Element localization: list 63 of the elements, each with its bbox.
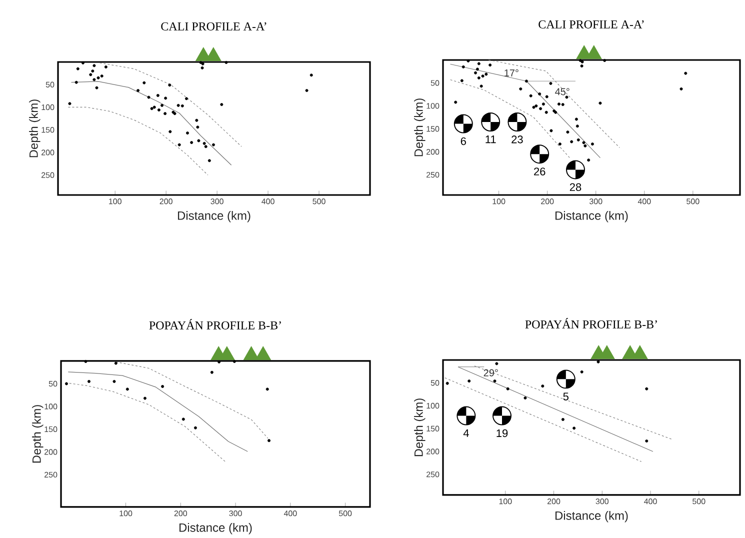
x-tick-label: 100 <box>109 198 122 204</box>
chart-title: CALI PROFILE A-A’ <box>161 22 266 30</box>
x-tick-label: 200 <box>174 510 188 516</box>
y-tick-label: 250 <box>426 472 440 478</box>
x-tick-label: 500 <box>338 510 352 516</box>
y-axis-title: Depth (km) <box>32 405 44 463</box>
annotation: 29° <box>484 369 498 376</box>
y-tick-label: 100 <box>426 402 440 409</box>
annotation: 45° <box>555 88 570 96</box>
y-axis-title: Depth (km) <box>29 100 40 158</box>
y-tick-label: 200 <box>42 150 54 156</box>
y-tick-label: 150 <box>44 426 58 432</box>
y-tick-label: 100 <box>426 103 440 109</box>
x-tick-label: 200 <box>160 198 172 204</box>
x-tick-label: 100 <box>120 510 132 516</box>
x-axis-title: Distance (km) <box>179 523 252 534</box>
y-tick-label: 150 <box>42 127 54 133</box>
x-tick-label: 400 <box>644 498 657 504</box>
x-tick-label: 300 <box>589 198 602 204</box>
annotation: 17° <box>504 69 518 76</box>
annotation: 26 <box>534 168 546 176</box>
y-tick-label: 50 <box>46 82 54 88</box>
annotation: 5 <box>563 392 568 400</box>
y-tick-label: 200 <box>44 449 58 455</box>
y-tick-label: 150 <box>426 126 440 132</box>
annotation: 4 <box>463 429 469 437</box>
x-tick-label: 100 <box>492 198 506 204</box>
x-tick-label: 500 <box>692 498 706 504</box>
x-tick-label: 400 <box>638 198 651 204</box>
annotation: 11 <box>486 136 496 144</box>
x-tick-label: 300 <box>229 510 242 516</box>
y-tick-label: 150 <box>426 426 440 432</box>
annotation: 19 <box>496 429 508 438</box>
y-tick-label: 50 <box>48 380 58 387</box>
x-tick-label: 500 <box>312 198 326 204</box>
y-tick-label: 200 <box>426 149 440 155</box>
annotation: 23 <box>512 136 523 144</box>
y-axis-title: Depth (km) <box>414 398 426 456</box>
y-tick-label: 50 <box>430 380 440 386</box>
chart-title: POPAYÁN PROFILE B-B’ <box>149 319 281 330</box>
x-tick-label: 100 <box>499 498 512 504</box>
y-tick-label: 200 <box>426 448 440 454</box>
x-tick-label: 500 <box>686 198 700 204</box>
x-tick-label: 400 <box>262 198 274 204</box>
y-tick-label: 100 <box>42 104 54 110</box>
chart-title: CALI PROFILE A-A’ <box>538 20 644 28</box>
x-axis-title: Distance (km) <box>555 211 628 222</box>
x-tick-label: 400 <box>284 510 297 516</box>
x-axis-title: Distance (km) <box>555 511 628 522</box>
x-tick-label: 200 <box>548 498 560 504</box>
chart-title: POPAYÁN PROFILE B-B’ <box>525 318 657 328</box>
x-tick-label: 300 <box>596 498 609 504</box>
x-tick-label: 300 <box>210 198 224 204</box>
x-axis-title: Distance (km) <box>178 211 250 222</box>
y-tick-label: 250 <box>426 172 440 178</box>
y-tick-label: 100 <box>44 404 58 410</box>
y-tick-label: 50 <box>430 80 440 86</box>
annotation: 6 <box>460 137 466 146</box>
y-tick-label: 250 <box>44 472 58 478</box>
y-axis-title: Depth (km) <box>414 98 426 156</box>
x-tick-label: 200 <box>541 198 554 204</box>
y-tick-label: 250 <box>42 172 54 178</box>
annotation: 28 <box>570 183 582 192</box>
